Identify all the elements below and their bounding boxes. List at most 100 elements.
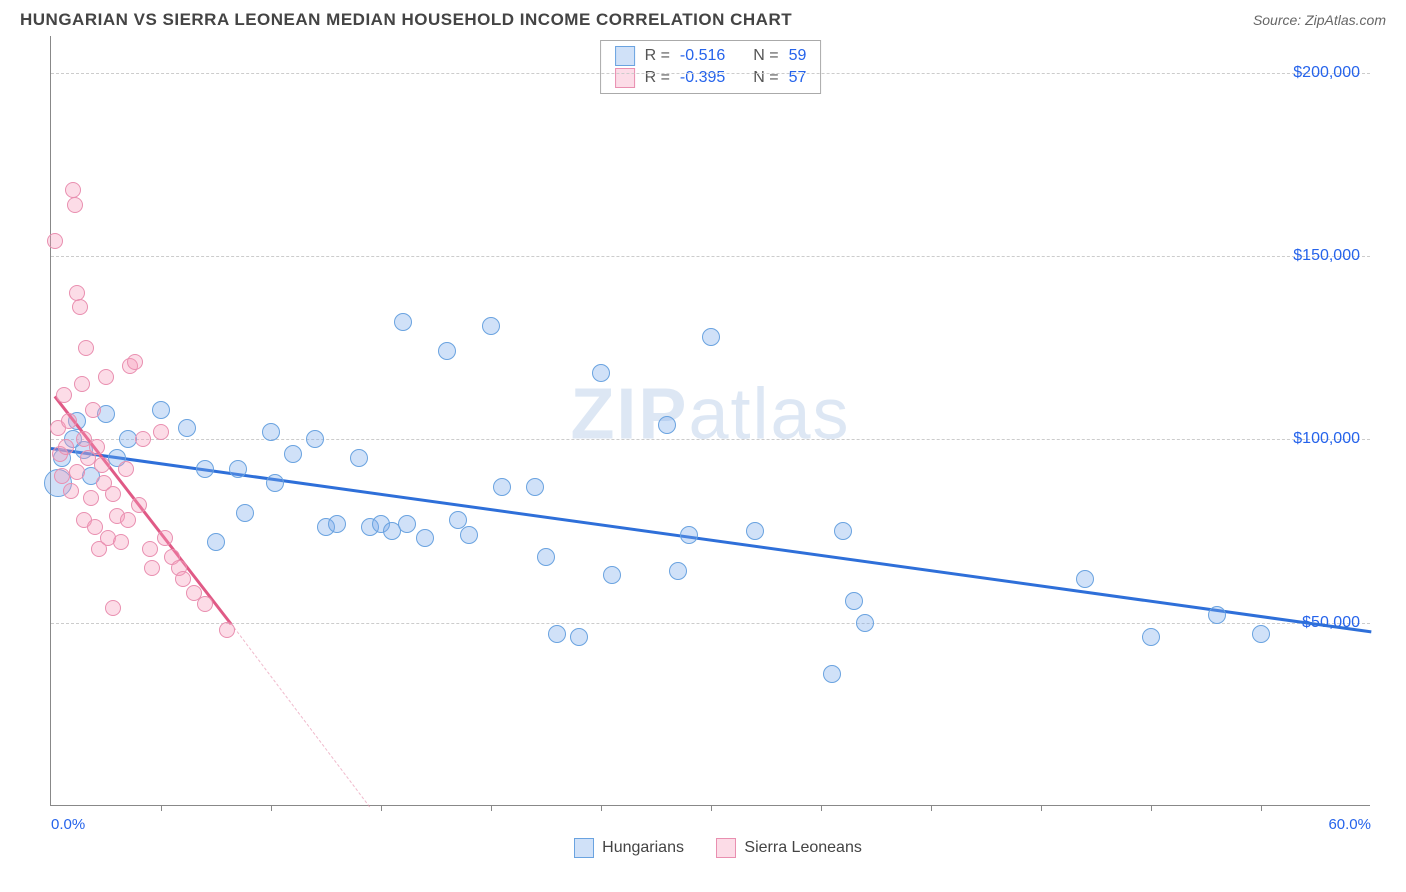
series-name-0: Hungarians — [602, 839, 684, 857]
correlation-legend: R = -0.516 N = 59 R = -0.395 N = 57 — [600, 40, 822, 94]
data-point — [118, 461, 134, 477]
trend-dash-1 — [231, 623, 370, 807]
x-tick — [1261, 805, 1262, 811]
data-point — [196, 460, 214, 478]
data-point — [526, 478, 544, 496]
data-point — [142, 541, 158, 557]
data-point — [69, 464, 85, 480]
swatch-icon-sierra-leoneans — [716, 838, 736, 858]
data-point — [350, 449, 368, 467]
y-tick-label: $100,000 — [1293, 430, 1360, 448]
data-point — [67, 197, 83, 213]
watermark-rest: atlas — [688, 374, 850, 454]
data-point — [89, 439, 105, 455]
data-point — [58, 439, 74, 455]
data-point — [592, 364, 610, 382]
data-point — [127, 354, 143, 370]
plot-area: ZIPatlas R = -0.516 N = 59 R = -0.395 N … — [50, 36, 1370, 806]
data-point — [702, 328, 720, 346]
n-value-0: 59 — [789, 47, 807, 65]
data-point — [157, 530, 173, 546]
data-point — [83, 490, 99, 506]
legend-item-sierra-leoneans: Sierra Leoneans — [716, 838, 861, 858]
data-point — [1208, 606, 1226, 624]
data-point — [229, 460, 247, 478]
data-point — [219, 622, 235, 638]
data-point — [113, 534, 129, 550]
data-point — [152, 401, 170, 419]
data-point — [438, 342, 456, 360]
data-point — [236, 504, 254, 522]
data-point — [78, 340, 94, 356]
data-point — [856, 614, 874, 632]
data-point — [175, 571, 191, 587]
x-tick — [381, 805, 382, 811]
data-point — [570, 628, 588, 646]
data-point — [69, 285, 85, 301]
source-name: ZipAtlas.com — [1305, 12, 1386, 28]
data-point — [266, 474, 284, 492]
swatch-hungarians — [615, 46, 635, 66]
swatch-sierra-leoneans — [615, 68, 635, 88]
data-point — [669, 562, 687, 580]
data-point — [105, 600, 121, 616]
data-point — [119, 430, 137, 448]
chart-container: Median Household Income ZIPatlas R = -0.… — [50, 36, 1386, 863]
data-point — [94, 457, 110, 473]
gridline — [51, 256, 1370, 257]
data-point — [1076, 570, 1094, 588]
source-label: Source: — [1253, 12, 1305, 28]
data-point — [284, 445, 302, 463]
data-point — [262, 423, 280, 441]
series-legend: Hungarians Sierra Leoneans — [50, 838, 1386, 863]
data-point — [328, 515, 346, 533]
chart-header: HUNGARIAN VS SIERRA LEONEAN MEDIAN HOUSE… — [0, 0, 1406, 36]
data-point — [493, 478, 511, 496]
data-point — [144, 560, 160, 576]
x-tick — [711, 805, 712, 811]
data-point — [63, 483, 79, 499]
legend-row-sierra-leoneans: R = -0.395 N = 57 — [615, 67, 807, 89]
data-point — [845, 592, 863, 610]
data-point — [394, 313, 412, 331]
data-point — [537, 548, 555, 566]
data-point — [834, 522, 852, 540]
data-point — [680, 526, 698, 544]
data-point — [548, 625, 566, 643]
n-label-0: N = — [753, 47, 778, 65]
data-point — [153, 424, 169, 440]
y-tick-label: $200,000 — [1293, 64, 1360, 82]
x-tick — [1151, 805, 1152, 811]
data-point — [65, 182, 81, 198]
data-point — [120, 512, 136, 528]
chart-title: HUNGARIAN VS SIERRA LEONEAN MEDIAN HOUSE… — [20, 10, 792, 30]
x-tick — [931, 805, 932, 811]
data-point — [603, 566, 621, 584]
trend-line-0 — [51, 447, 1371, 633]
data-point — [178, 419, 196, 437]
data-point — [306, 430, 324, 448]
x-tick-label: 0.0% — [51, 816, 85, 833]
data-point — [398, 515, 416, 533]
gridline — [51, 623, 1370, 624]
data-point — [207, 533, 225, 551]
data-point — [61, 413, 77, 429]
watermark: ZIPatlas — [570, 373, 850, 455]
data-point — [482, 317, 500, 335]
x-tick-label: 60.0% — [1328, 816, 1371, 833]
x-tick — [491, 805, 492, 811]
x-tick — [271, 805, 272, 811]
data-point — [746, 522, 764, 540]
data-point — [416, 529, 434, 547]
data-point — [460, 526, 478, 544]
legend-item-hungarians: Hungarians — [574, 838, 684, 858]
data-point — [197, 596, 213, 612]
legend-row-hungarians: R = -0.516 N = 59 — [615, 45, 807, 67]
data-point — [74, 376, 90, 392]
x-tick — [821, 805, 822, 811]
r-value-0: -0.516 — [680, 47, 725, 65]
x-tick — [1041, 805, 1042, 811]
r-label-0: R = — [645, 47, 670, 65]
data-point — [1142, 628, 1160, 646]
data-point — [85, 402, 101, 418]
